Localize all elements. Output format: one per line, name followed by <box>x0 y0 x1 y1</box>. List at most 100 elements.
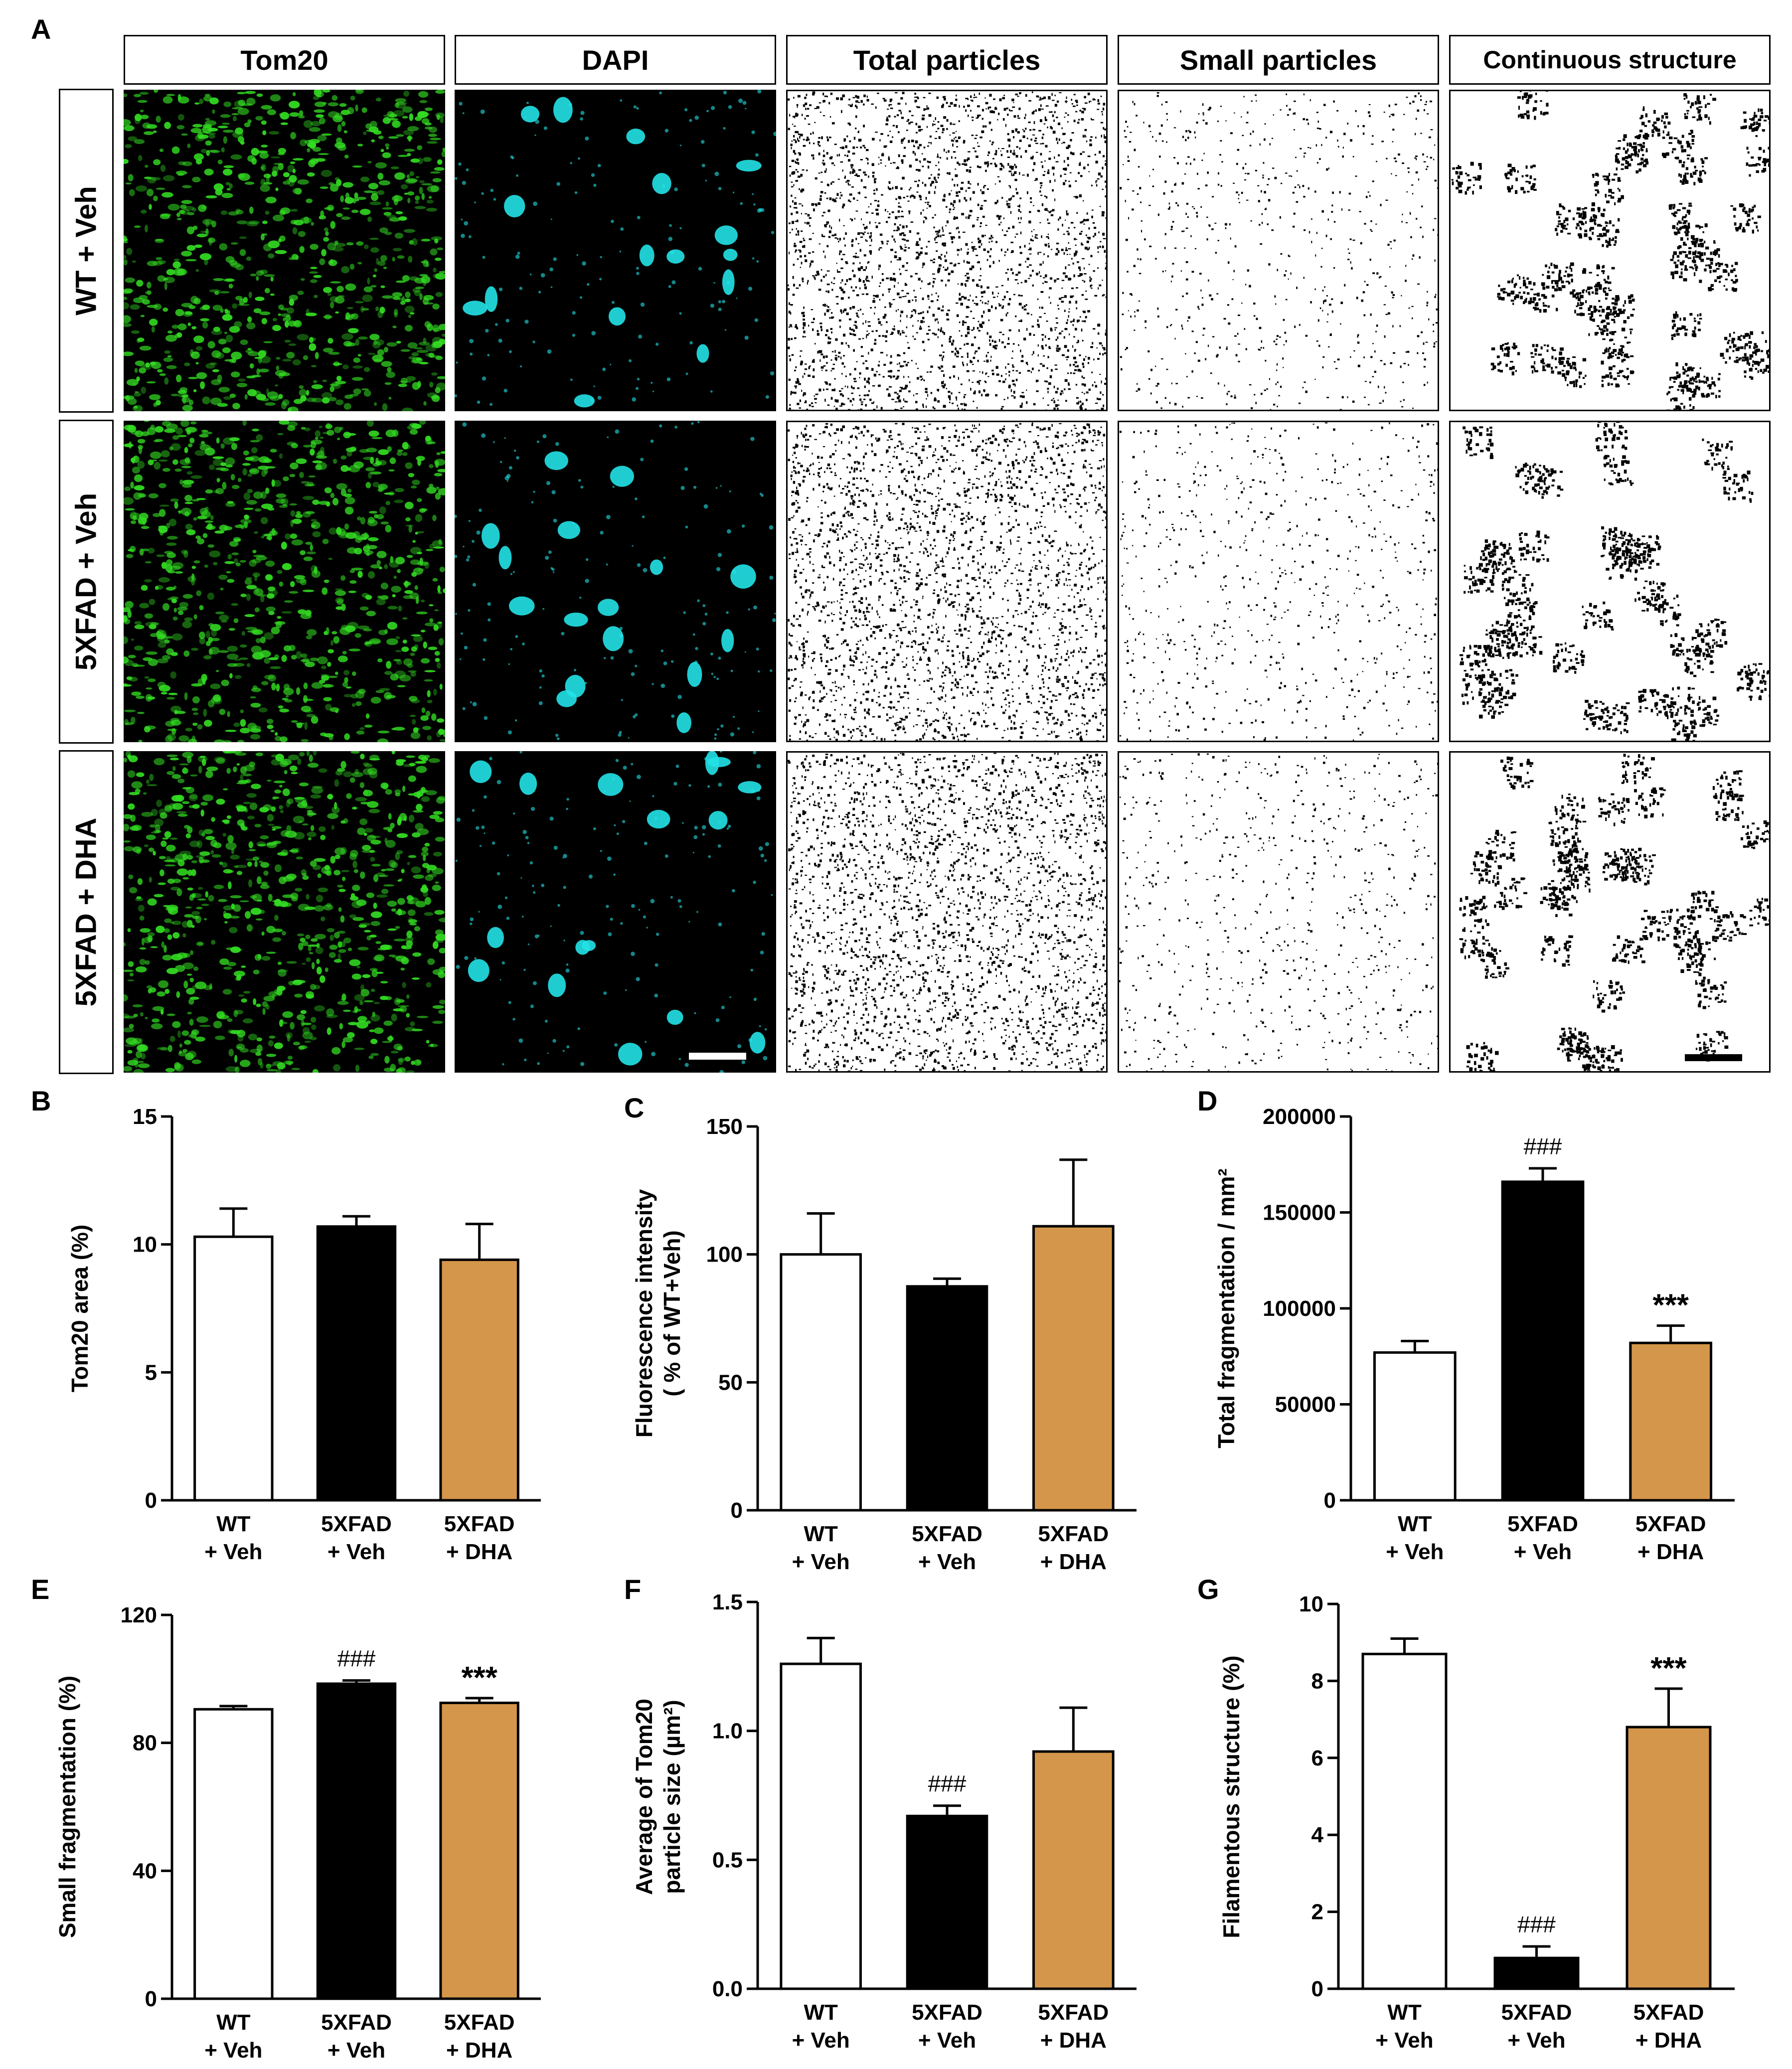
significance-label: *** <box>1650 1651 1687 1686</box>
x-tick-label: + DHA <box>1040 2028 1107 2053</box>
micrograph-tom20-row2 <box>124 421 445 742</box>
y-tick-label: 50000 <box>1275 1393 1336 1417</box>
micrograph-dapi-row3 <box>455 751 776 1073</box>
x-tick-label: + Veh <box>1386 1540 1444 1564</box>
x-tick-label: + Veh <box>918 2028 976 2053</box>
y-tick-label: 0 <box>145 1987 157 2011</box>
micrograph-total-row1 <box>786 90 1108 411</box>
bar-0 <box>193 1708 274 2000</box>
y-axis-title-line: Tom20 area (%) <box>67 1225 93 1393</box>
bar-2 <box>439 1258 519 1502</box>
micrograph-tom20-row3 <box>124 751 445 1073</box>
y-tick-label: 0 <box>1311 1977 1323 2001</box>
x-tick-label: WT <box>216 2010 251 2035</box>
x-tick-label: + Veh <box>1507 2028 1565 2053</box>
bar-0 <box>193 1235 274 1502</box>
x-tick-label: + Veh <box>792 2028 850 2053</box>
panel-label-a: A <box>31 13 51 45</box>
column-header-dapi: DAPI <box>455 35 776 85</box>
panel-label-d: D <box>1197 1085 1217 1116</box>
y-tick-label: 40 <box>133 1859 157 1883</box>
x-tick-label: 5XFAD <box>444 1512 515 1536</box>
micrograph-total-row3 <box>786 751 1108 1073</box>
y-tick-label: 150 <box>706 1114 743 1139</box>
y-tick-label: 10 <box>133 1233 157 1257</box>
column-header-continuous-structure: Continuous structure <box>1449 35 1771 85</box>
y-tick-label: 15 <box>133 1105 157 1129</box>
bar-0 <box>780 1253 862 1512</box>
micrograph-small-row3 <box>1118 751 1439 1073</box>
y-axis-title: Filamentous structure (%) <box>1218 1655 1244 1938</box>
significance-label: ### <box>337 1646 376 1672</box>
x-tick-label: 5XFAD <box>321 1512 392 1536</box>
significance-label: *** <box>461 1661 497 1695</box>
micrograph-dapi-row1 <box>455 90 776 411</box>
y-axis-title: Total fragmentation / mm² <box>1213 1168 1239 1448</box>
chart-g-filamentous-structure: G 0 2 4 6 8 10 Filamentous structure (%) WT + Veh… <box>1197 1574 1735 2053</box>
significance-label: ### <box>1517 1911 1556 1937</box>
micrograph-total-row2 <box>786 421 1108 742</box>
chart-e-small-fragmentation: E 0 40 80 120 Small fragmentation (%) WT + Veh #… <box>31 1574 541 2063</box>
row-label-text: 5XFAD + DHA <box>70 817 103 1007</box>
y-tick-label: 150000 <box>1263 1201 1336 1225</box>
bar-1 <box>906 1814 988 1990</box>
y-tick-label: 5 <box>145 1360 157 1385</box>
y-tick-label: 120 <box>121 1603 157 1627</box>
x-tick-label: 5XFAD <box>1507 1512 1578 1536</box>
micrograph-cont-row3 <box>1449 751 1771 1073</box>
micrograph-tom20-row1 <box>124 90 445 411</box>
panel-label-g: G <box>1197 1574 1219 1605</box>
column-header-total-particles: Total particles <box>786 35 1108 85</box>
x-tick-label: + Veh <box>327 2038 385 2063</box>
y-tick-label: 0 <box>145 1488 157 1513</box>
x-tick-label: 5XFAD <box>1501 2000 1572 2025</box>
x-tick-label: WT <box>1398 1512 1432 1536</box>
micrograph-small-row2 <box>1118 421 1439 742</box>
panel-label-e: E <box>31 1574 49 1605</box>
column-header-small-particles: Small particles <box>1118 35 1439 85</box>
bar-1 <box>1493 1956 1580 1990</box>
x-tick-label: 5XFAD <box>444 2010 515 2035</box>
x-tick-label: + Veh <box>204 2038 262 2063</box>
row-label-text: 5XFAD + Veh <box>70 492 103 671</box>
panel-label-f: F <box>624 1574 641 1605</box>
column-header-tom20: Tom20 <box>124 35 445 85</box>
x-tick-label: + DHA <box>1637 1540 1704 1564</box>
y-axis-title-line: particle size (µm²) <box>659 1700 685 1894</box>
row-label-wt-veh: WT + Veh <box>59 89 114 413</box>
y-axis-title-line: Total fragmentation / mm² <box>1213 1168 1239 1448</box>
y-axis-title-line: Filamentous structure (%) <box>1218 1655 1244 1938</box>
scale-bar <box>1685 1054 1742 1061</box>
significance-label: ### <box>928 1771 967 1797</box>
x-tick-label: + Veh <box>792 1550 850 1574</box>
y-tick-label: 1.0 <box>712 1719 743 1744</box>
chart-f-particle-size: F 0.0 0.5 1.0 1.5 Average of Tom20 particle si… <box>624 1574 1137 2053</box>
y-axis-title-line: Fluorescence intensity <box>631 1189 657 1437</box>
significance-label: *** <box>1652 1288 1689 1323</box>
x-tick-label: 5XFAD <box>1038 2000 1109 2025</box>
x-tick-label: 5XFAD <box>321 2010 392 2035</box>
x-tick-label: + Veh <box>204 1540 262 1564</box>
x-tick-label: + Veh <box>918 1550 976 1574</box>
y-tick-label: 8 <box>1311 1669 1323 1693</box>
x-tick-label: 5XFAD <box>1633 2000 1704 2025</box>
row-label-5xfad-dha: 5XFAD + DHA <box>59 750 114 1074</box>
bar-2 <box>1626 1726 1712 1990</box>
x-tick-label: + Veh <box>327 1540 385 1564</box>
chart-d-total-fragmentation: D 0 50000 100000 150000 200000 Total fragmenta… <box>1197 1085 1735 1564</box>
bar-0 <box>780 1662 862 1990</box>
y-axis-title: Fluorescence intensity( % of WT+Veh) <box>631 1189 685 1437</box>
y-tick-label: 0 <box>1324 1488 1336 1513</box>
y-tick-label: 10 <box>1299 1592 1323 1616</box>
y-tick-label: 50 <box>718 1370 743 1395</box>
x-tick-label: WT <box>216 1512 251 1536</box>
y-tick-label: 0.5 <box>712 1848 743 1872</box>
x-tick-label: 5XFAD <box>1635 1512 1706 1536</box>
y-tick-label: 80 <box>133 1731 157 1755</box>
significance-label: ### <box>1524 1133 1562 1159</box>
micrograph-cont-row1 <box>1449 90 1771 411</box>
panel-label-c: C <box>624 1092 644 1123</box>
bar-1 <box>906 1285 988 1512</box>
y-axis-title-line: Average of Tom20 <box>631 1699 657 1895</box>
x-tick-label: WT <box>1387 2000 1422 2025</box>
